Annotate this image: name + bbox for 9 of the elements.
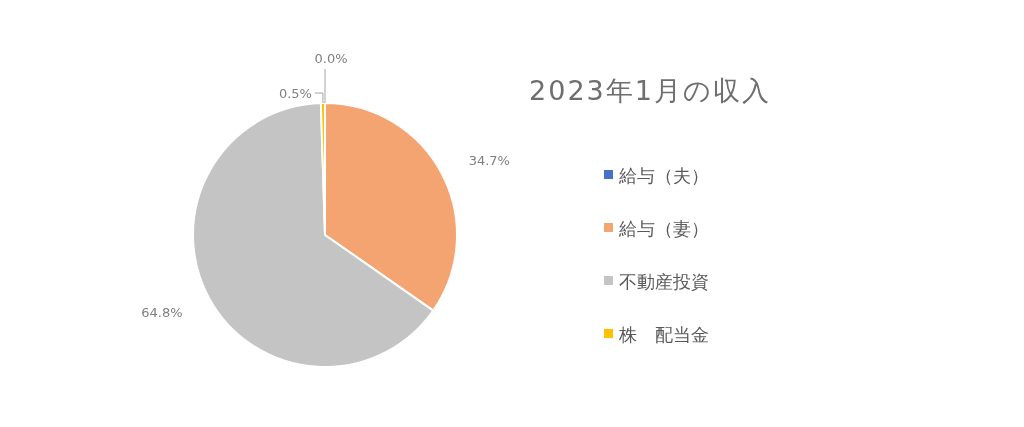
legend-label: 給与（夫） [618,165,709,186]
text: 0.0% [314,51,348,66]
legend-label: 給与（妻） [618,218,709,239]
legend-label: 株 配当金 [618,324,709,345]
chart-title: 2023年1月の収入 [529,75,771,106]
legend-label: 不動産投資 [619,271,709,292]
data-label: 34.7% [468,153,510,169]
data-label: 64.8% [141,305,183,321]
data-label: 0.5% [278,86,312,101]
